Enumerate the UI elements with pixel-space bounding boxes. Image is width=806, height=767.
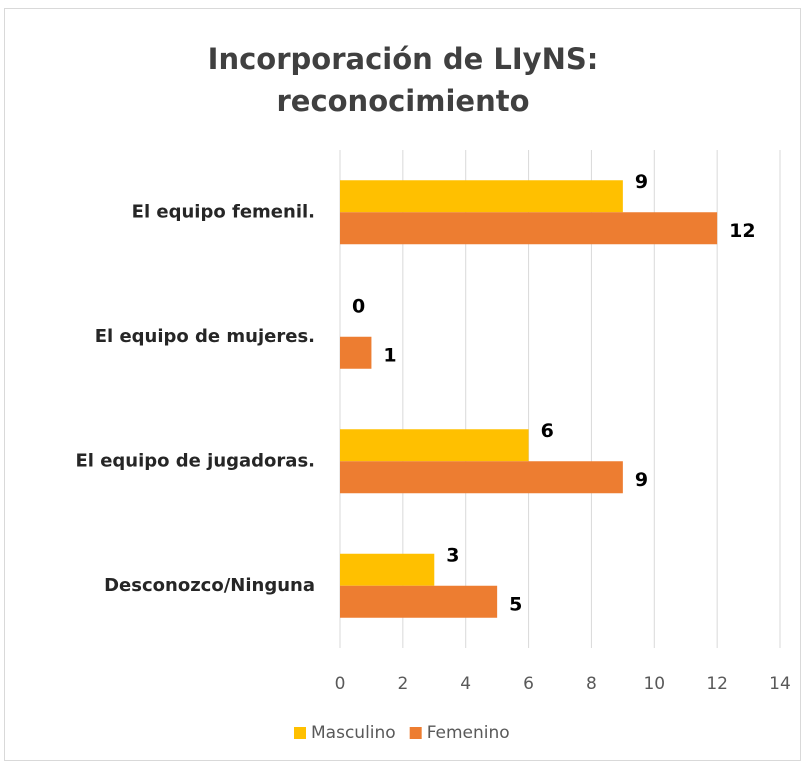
x-tick-label: 0 — [335, 674, 346, 694]
legend-label: Masculino — [311, 723, 396, 743]
bar — [340, 429, 529, 462]
data-label: 9 — [635, 171, 648, 193]
y-tick-label: Desconozco/Ninguna — [104, 575, 315, 596]
x-tick-label: 10 — [643, 674, 665, 694]
bar — [340, 180, 623, 213]
data-label: 6 — [541, 420, 554, 442]
data-label: 0 — [352, 295, 365, 317]
data-label: 5 — [509, 593, 522, 615]
y-tick-label: El equipo de jugadoras. — [75, 450, 315, 471]
bar — [340, 336, 372, 369]
chart-title: Incorporación de LIyNS: reconocimiento — [207, 42, 599, 118]
y-tick-label: El equipo de mujeres. — [95, 326, 315, 347]
bar — [340, 553, 435, 586]
data-label: 9 — [635, 469, 648, 491]
data-label: 12 — [729, 220, 755, 242]
data-label: 1 — [383, 344, 396, 366]
x-tick-label: 8 — [586, 674, 597, 694]
x-tick-label: 4 — [460, 674, 471, 694]
legend-swatch — [294, 727, 306, 739]
legend-swatch — [409, 727, 422, 739]
x-tick-label: 14 — [769, 674, 791, 694]
bar — [340, 461, 623, 494]
bar — [340, 212, 718, 245]
bar — [340, 585, 498, 618]
legend-label: Femenino — [427, 723, 510, 743]
y-tick-label: El equipo femenil. — [132, 201, 315, 222]
x-tick-label: 6 — [523, 674, 534, 694]
x-tick-label: 2 — [397, 674, 408, 694]
data-label: 3 — [446, 544, 459, 566]
x-tick-label: 12 — [706, 674, 728, 694]
